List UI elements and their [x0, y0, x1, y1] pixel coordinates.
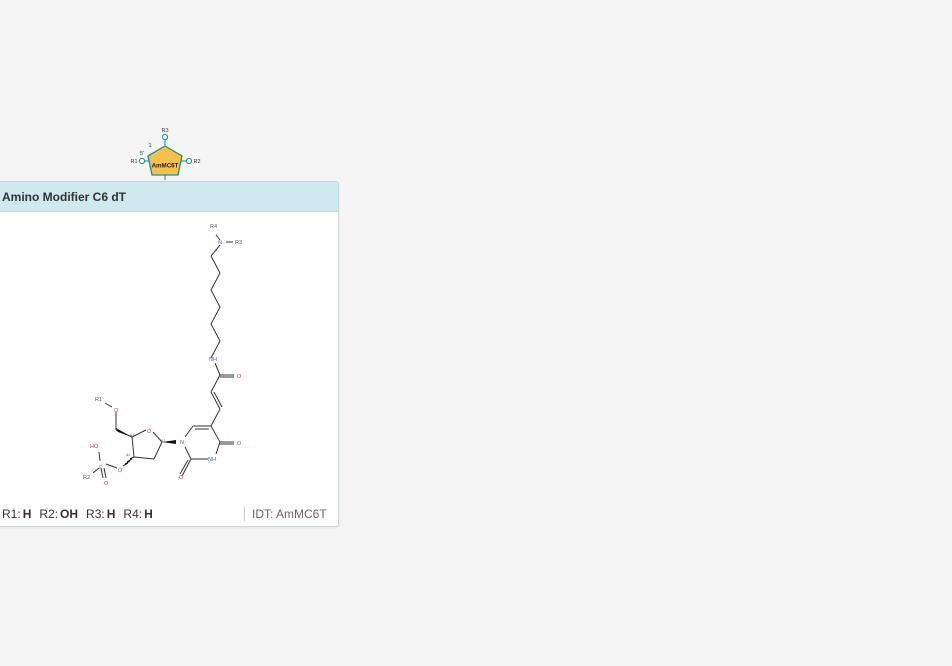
monomer-glyph[interactable]: R3 R1 R2 5' 1 AmMC6T [125, 124, 205, 184]
atom-o-sugar: O [147, 429, 152, 435]
atom-o-p: O [104, 481, 109, 487]
r-group-2-label: R2: [39, 507, 59, 521]
idt-code: IDT: AmMC6T [252, 507, 327, 521]
r-group-2: R2: OH [39, 507, 78, 521]
card-footer: R1: H R2: OH R3: H R4: H IDT: AmMC6T [0, 502, 338, 526]
stereo-label-c1: &1 [161, 439, 165, 443]
r-group-1-value: H [22, 507, 32, 521]
stereo-label-c3: &1 [126, 453, 130, 457]
r-group-3-value: H [106, 507, 116, 521]
footer-divider [244, 507, 245, 521]
prime-label: 5' [140, 151, 144, 157]
atom-o-amide: O [237, 374, 242, 380]
one-label: 1 [148, 143, 151, 149]
r-group-4-value: H [144, 507, 153, 521]
atom-r4: R4 [210, 224, 217, 230]
atom-r1: R1 [95, 397, 102, 403]
atom-r2: R2 [83, 475, 90, 481]
r-group-3-label: R3: [86, 507, 105, 521]
atom-o3: O [118, 468, 123, 474]
stereo-label-c4: &1 [130, 433, 134, 437]
r-group-2-value: OH [60, 507, 79, 521]
monomer-symbol: AmMC6T [152, 163, 179, 170]
atom-o-ring4: O [237, 441, 242, 447]
r1-attachment-label: R1 [130, 159, 137, 165]
r-group-3: R3: H [86, 507, 115, 521]
atom-p: P [99, 465, 103, 471]
r-group-4: R4: H [123, 507, 152, 521]
card-header: Amino Modifier C6 dT [0, 182, 338, 212]
atom-o5: O [114, 408, 119, 414]
r1-attachment-point[interactable] [138, 157, 146, 165]
r3-attachment-point[interactable] [161, 133, 169, 141]
atom-o-ring2: O [179, 475, 184, 481]
r2-attachment-point[interactable] [185, 157, 193, 165]
r-group-1-label: R1: [2, 507, 21, 521]
monomer-card: Amino Modifier C6 dT [0, 181, 339, 527]
atom-nh-amide: NH [209, 357, 217, 363]
atom-ho: HO [90, 444, 99, 450]
atom-n-ring: N [180, 440, 184, 446]
r3-attachment-label: R3 [161, 128, 168, 134]
r2-attachment-label: R2 [193, 159, 200, 165]
atom-n-amine: N [218, 240, 222, 246]
r-group-4-label: R4: [123, 507, 143, 521]
atom-nh-ring: NH [208, 457, 216, 463]
chemical-structure: R4 N R3 NH O O NH O N R1 O O HO P O O R2… [83, 224, 242, 487]
card-title: Amino Modifier C6 dT [2, 189, 126, 204]
monomer-pentagon[interactable] [147, 145, 183, 176]
atom-r3: R3 [235, 240, 242, 246]
r-group-1: R1: H [2, 507, 31, 521]
